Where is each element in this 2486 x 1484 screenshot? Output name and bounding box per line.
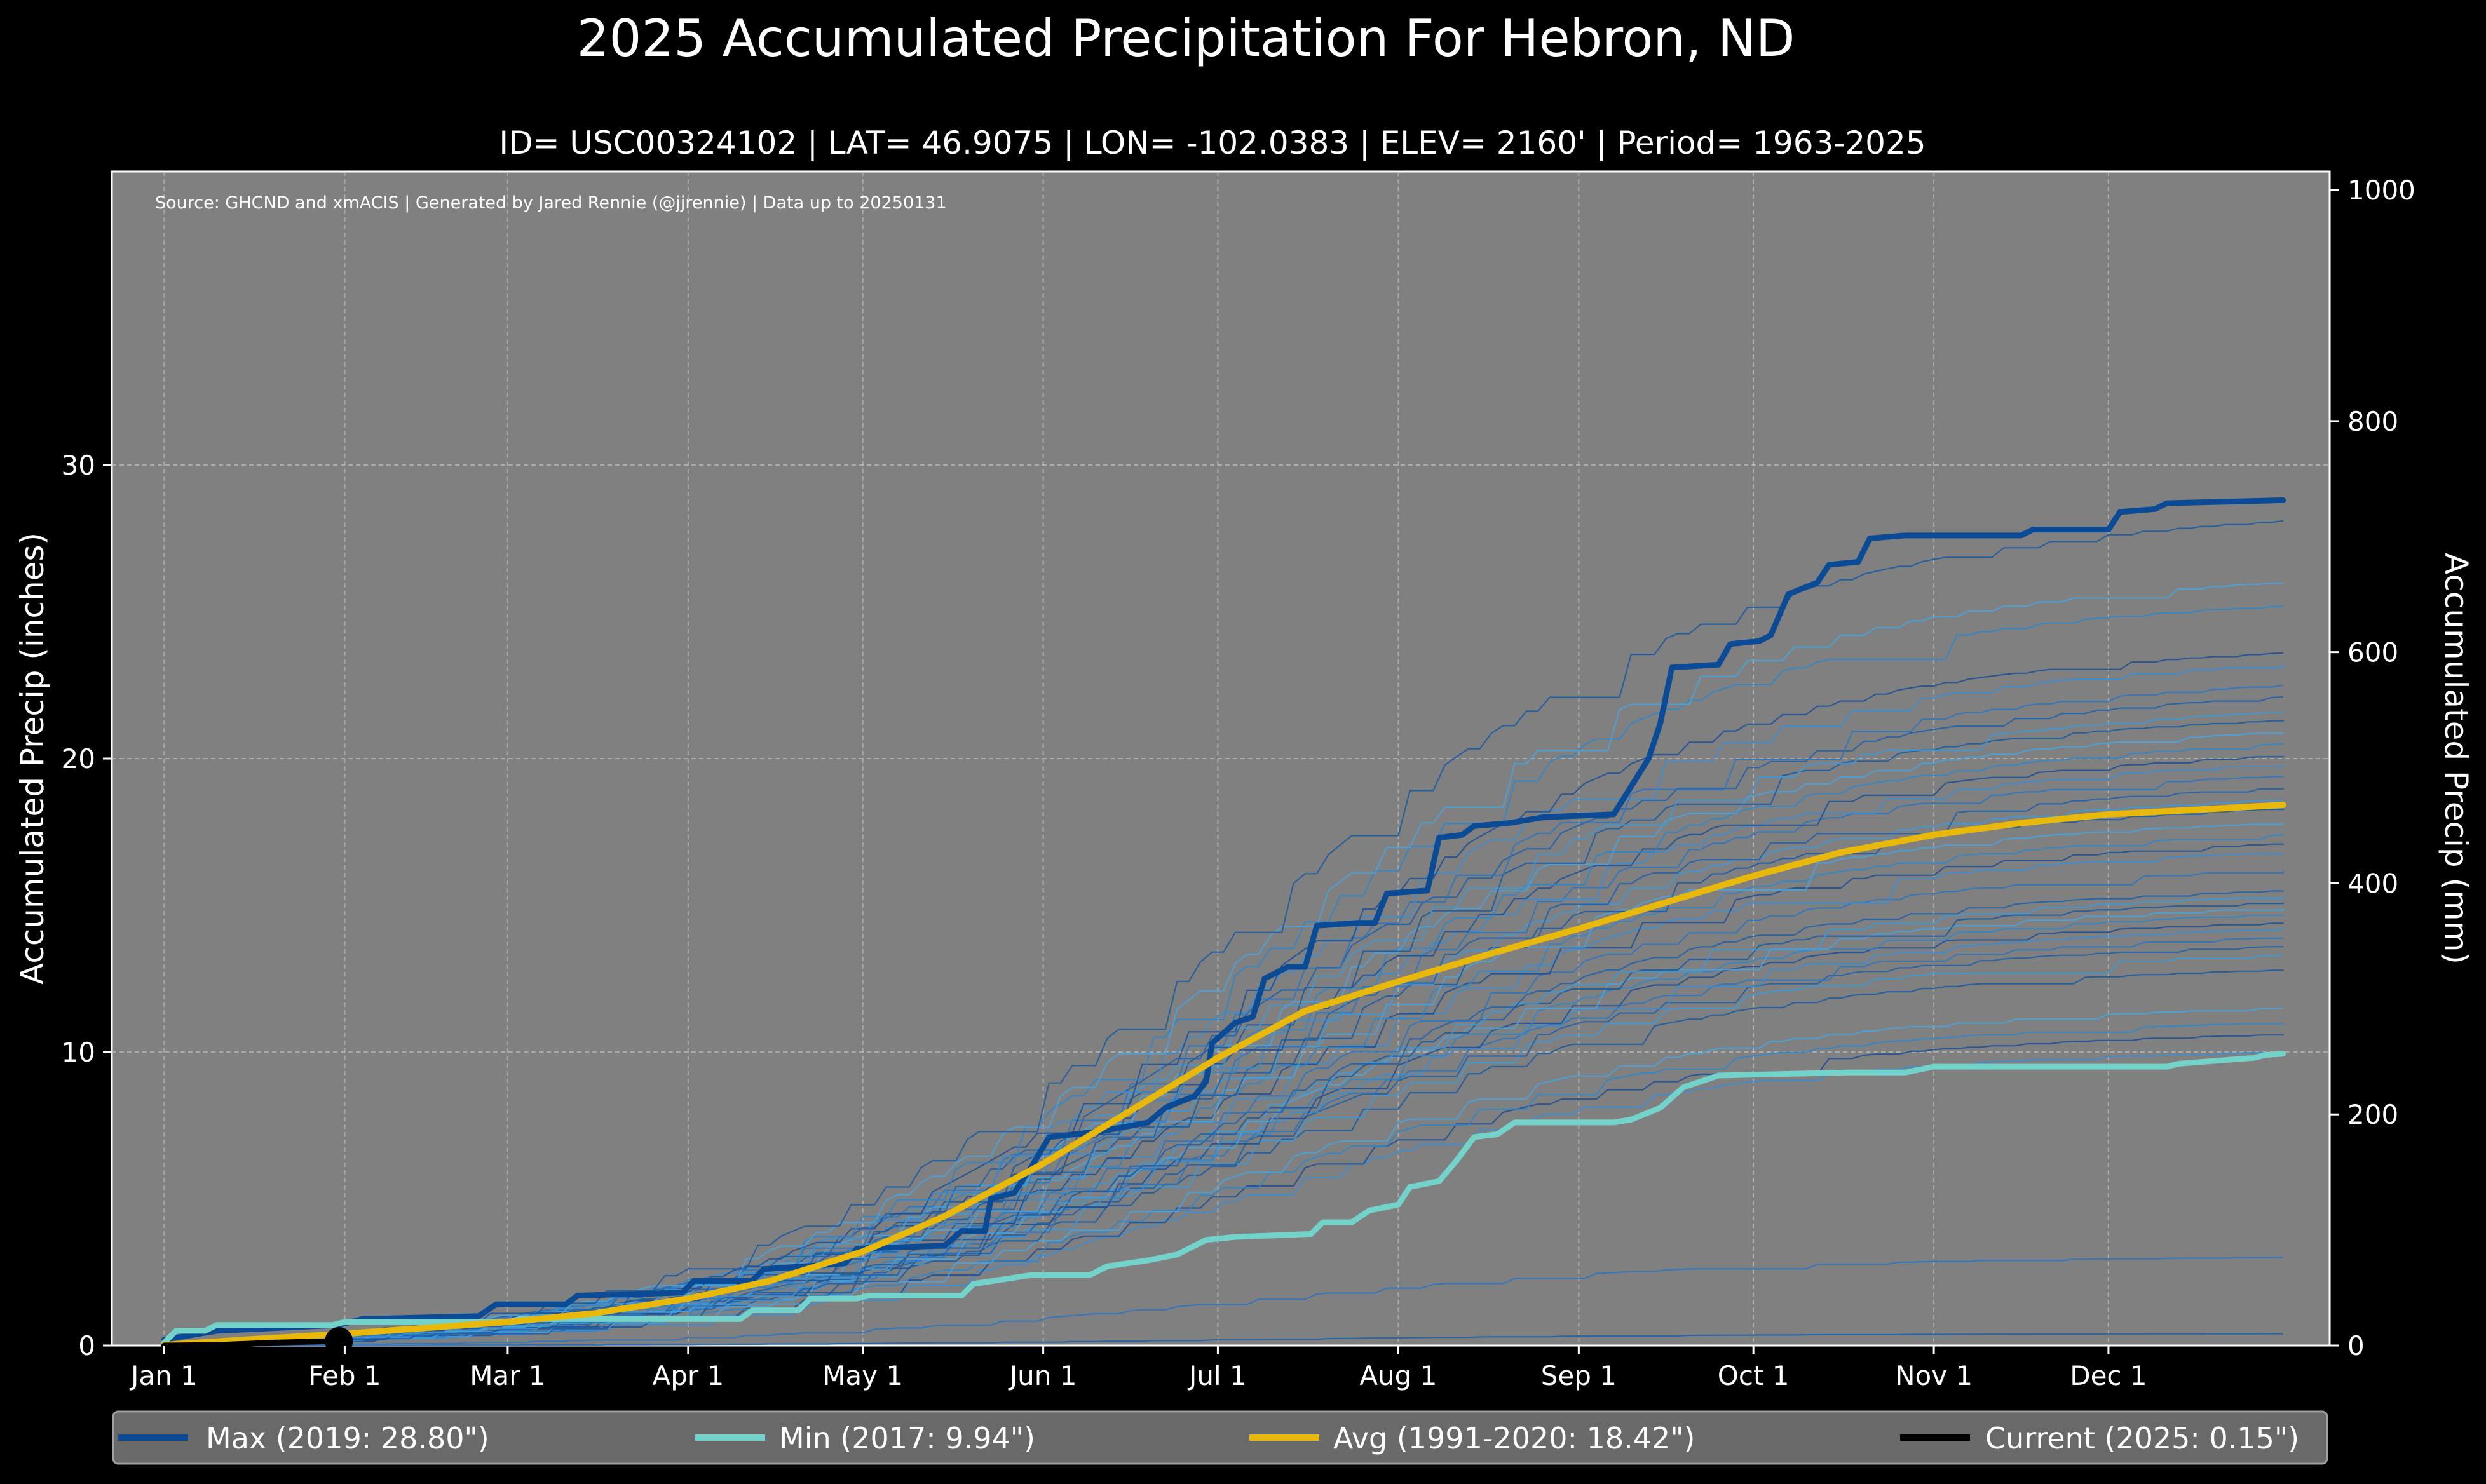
y-tick-label-left: 10	[62, 1037, 95, 1068]
y-axis-label-left: Accumulated Precip (inches)	[14, 532, 51, 985]
y-tick-label-right: 800	[2347, 406, 2398, 437]
y-tick-label-right: 400	[2347, 868, 2398, 899]
y-tick-label-left: 20	[62, 743, 95, 774]
historical-year-line	[164, 908, 2284, 1347]
historical-year-line	[164, 946, 2284, 1347]
x-tick-label: Mar 1	[470, 1360, 545, 1391]
x-tick-label: Jun 1	[1008, 1360, 1077, 1391]
chart-title: 2025 Accumulated Precipitation For Hebro…	[577, 9, 1795, 68]
legend-box	[112, 1410, 2328, 1465]
x-tick-label: Sep 1	[1541, 1360, 1617, 1391]
historical-year-line	[164, 823, 2284, 1346]
y-tick-label-right: 600	[2347, 637, 2398, 668]
x-tick-label: Jan 1	[129, 1360, 198, 1391]
legend-label-min: Min (2017: 9.94")	[779, 1421, 1035, 1455]
axes: Jan 1 Feb 1 Mar 1 Apr 1 May 1 Jun 1 Jul 1 Aug 1…	[62, 175, 2415, 1391]
y-tick-label-right: 0	[2347, 1330, 2365, 1361]
historical-year-line	[164, 1333, 2283, 1347]
historical-year-lines	[164, 520, 2284, 1347]
series-line-current	[161, 1338, 342, 1349]
x-tick-label: Jul 1	[1187, 1360, 1247, 1391]
legend: Max (2019: 28.80") Min (2017: 9.94") Avg…	[112, 1410, 2328, 1465]
historical-year-line	[164, 520, 2283, 1346]
historical-year-line	[164, 582, 2284, 1346]
source-note: Source: GHCND and xmACIS | Generated by …	[155, 193, 947, 213]
y-tick-label-right: 1000	[2347, 175, 2415, 206]
historical-year-line	[164, 852, 2284, 1346]
historical-year-line	[164, 890, 2284, 1346]
legend-label-current: Current (2025: 0.15")	[1985, 1421, 2299, 1455]
x-tick-label: Feb 1	[308, 1360, 381, 1391]
y-tick-label-left: 30	[62, 450, 95, 481]
legend-label-avg: Avg (1991-2020: 18.42")	[1333, 1421, 1695, 1455]
chart-subtitle: ID= USC00324102 | LAT= 46.9075 | LON= -1…	[499, 125, 1926, 161]
historical-year-line	[164, 896, 2284, 1347]
x-tick-label: Oct 1	[1718, 1360, 1790, 1391]
historical-year-line	[164, 1257, 2283, 1347]
series-line-avg	[161, 802, 2286, 1349]
legend-label-max: Max (2019: 28.80")	[206, 1421, 489, 1455]
y-tick-label-left: 0	[78, 1330, 95, 1361]
highlighted-series	[161, 497, 2286, 1356]
series-line-min	[161, 1051, 2286, 1346]
x-tick-label: Aug 1	[1359, 1360, 1437, 1391]
series-line-max	[161, 497, 2286, 1343]
x-tick-label: May 1	[822, 1360, 903, 1391]
x-tick-label: Nov 1	[1895, 1360, 1973, 1391]
current-marker	[325, 1327, 353, 1356]
x-tick-label: Apr 1	[652, 1360, 724, 1391]
x-tick-label: Dec 1	[2070, 1360, 2147, 1391]
y-axis-label-right: Accumulated Precip (mm)	[2438, 553, 2475, 964]
y-tick-label-right: 200	[2347, 1099, 2398, 1130]
